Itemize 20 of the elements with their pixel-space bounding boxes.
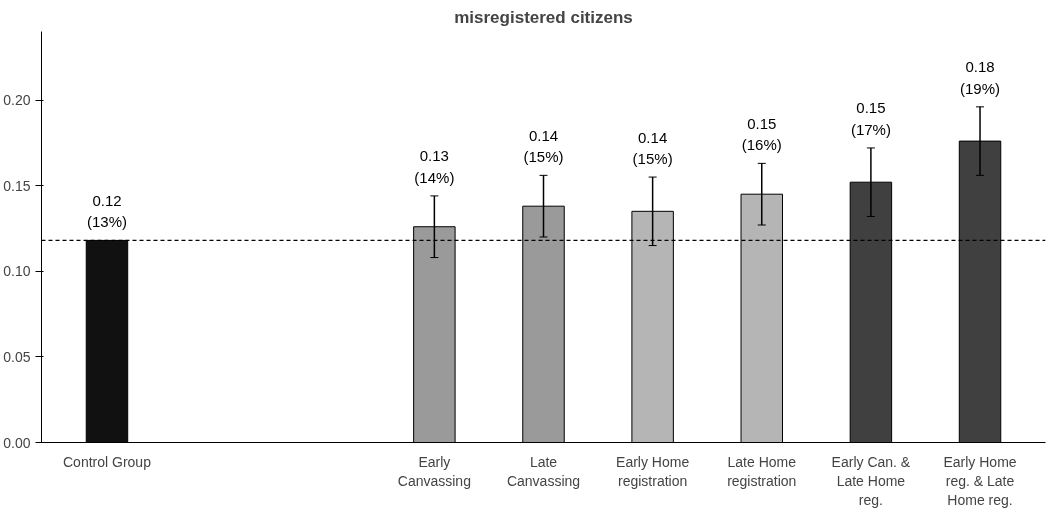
- data-label: 0.13 (14%): [414, 147, 455, 186]
- x-tick-label: Early Canvassing: [397, 453, 471, 489]
- data-label: 0.15 (17%): [850, 99, 891, 138]
- x-tick-label: Early Can. & Late Home reg.: [831, 453, 911, 508]
- chart-title: misregistered citizens: [454, 7, 633, 27]
- data-label: 0.14 (15%): [632, 128, 673, 167]
- data-label: 0.15 (16%): [741, 114, 782, 154]
- x-tick-label: Early Home reg. & Late Home reg.: [943, 453, 1017, 508]
- y-tick-label: 0.10: [3, 263, 31, 280]
- data-label: 0.12 (13%): [86, 191, 127, 231]
- y-tick-label: 0.20: [3, 92, 31, 108]
- x-tick-label: Control Group: [63, 453, 152, 470]
- data-label: 0.14 (15%): [523, 126, 564, 166]
- x-tick-label: Late Home registration: [727, 453, 797, 489]
- x-tick-label: Late Canvassing: [506, 453, 581, 489]
- y-tick-label: 0.15: [3, 177, 31, 194]
- data-label: 0.18 (19%): [960, 58, 1001, 97]
- y-tick-label: 0.00: [3, 434, 31, 451]
- y-tick-label: 0.05: [3, 348, 31, 365]
- x-tick-label: Early Home registration: [616, 453, 690, 489]
